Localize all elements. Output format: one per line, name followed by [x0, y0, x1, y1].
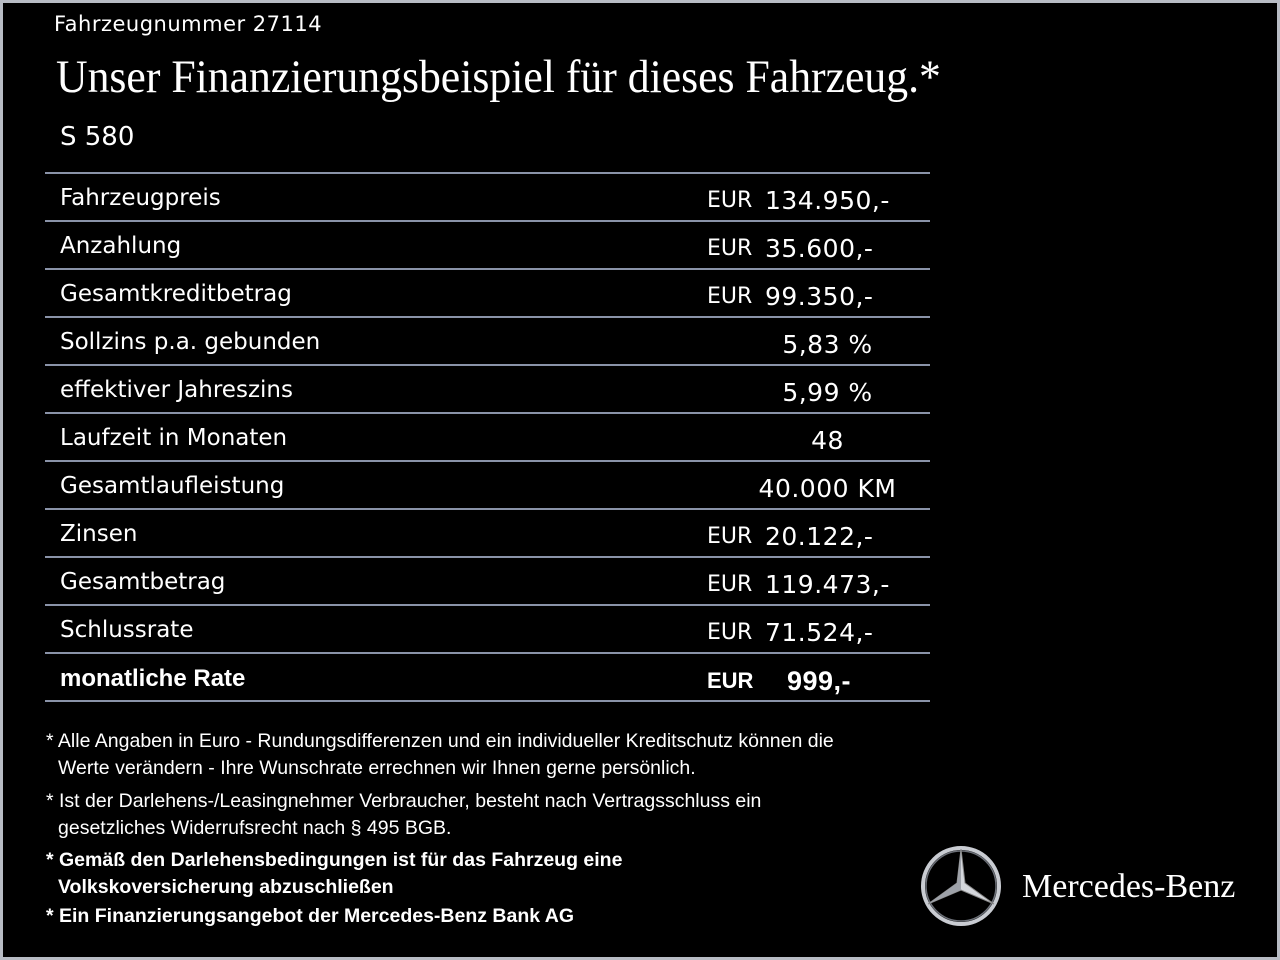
table-row: Zinsen EUR 20.122,- — [45, 510, 930, 558]
row-amount: 99.350,- — [765, 282, 874, 311]
table-row: Anzahlung EUR 35.600,- — [45, 222, 930, 270]
row-currency: EUR — [707, 524, 753, 549]
row-amount: 48 — [811, 426, 844, 455]
row-amount: 40.000 KM — [758, 474, 897, 503]
row-label: Anzahlung — [60, 233, 182, 259]
footnote-line: gesetzliches Widerrufsrecht nach § 495 B… — [58, 817, 452, 839]
row-amount: 71.524,- — [765, 618, 874, 647]
row-amount: 134.950,- — [765, 186, 890, 215]
row-amount: 119.473,- — [765, 570, 890, 599]
row-label: Fahrzeugpreis — [60, 185, 221, 211]
row-currency: EUR — [707, 668, 754, 693]
row-amount: 20.122,- — [765, 522, 874, 551]
row-label: Zinsen — [60, 521, 138, 547]
footnote: * Gemäß den Darlehensbedingungen ist für… — [46, 847, 622, 901]
table-row: Gesamtbetrag EUR 119.473,- — [45, 558, 930, 606]
table-row: Schlussrate EUR 71.524,- — [45, 606, 930, 654]
footnote: * Ist der Darlehens-/Leasingnehmer Verbr… — [46, 788, 761, 842]
row-currency: EUR — [707, 284, 753, 309]
row-label: monatliche Rate — [60, 665, 246, 692]
row-label: Gesamtbetrag — [60, 569, 226, 595]
row-label: Sollzins p.a. gebunden — [60, 329, 321, 355]
title: Unser Finanzierungsbeispiel für dieses F… — [56, 51, 941, 103]
brand-name: Mercedes-Benz — [1022, 868, 1236, 905]
table-row: Fahrzeugpreis EUR 134.950,- — [45, 174, 930, 222]
row-label: Schlussrate — [60, 617, 194, 643]
row-currency: EUR — [707, 620, 753, 645]
footnote-line: Volkskoversicherung abzuschließen — [58, 876, 394, 898]
row-label: Gesamtkreditbetrag — [60, 281, 292, 307]
row-amount: 35.600,- — [765, 234, 874, 263]
table-row: effektiver Jahreszins 5,99 % — [45, 366, 930, 414]
row-amount: 999,- — [787, 666, 852, 696]
table-row: Gesamtkreditbetrag EUR 99.350,- — [45, 270, 930, 318]
table-row: Laufzeit in Monaten 48 — [45, 414, 930, 462]
footnote-line: * Gemäß den Darlehensbedingungen ist für… — [46, 849, 623, 871]
model: S 580 — [60, 122, 135, 152]
footnote-line: * Ist der Darlehens-/Leasingnehmer Verbr… — [46, 790, 762, 812]
table-row: Sollzins p.a. gebunden 5,83 % — [45, 318, 930, 366]
row-currency: EUR — [707, 188, 753, 213]
table-row: monatliche Rate EUR 999,- — [45, 654, 930, 702]
footnote: * Ein Finanzierungsangebot der Mercedes-… — [46, 903, 574, 930]
row-label: Laufzeit in Monaten — [60, 425, 288, 451]
footnote-line: * Ein Finanzierungsangebot der Mercedes-… — [46, 905, 575, 927]
row-amount: 5,99 % — [782, 378, 873, 407]
table-row: Gesamtlaufleistung 40.000 KM — [45, 462, 930, 510]
footnote: * Alle Angaben in Euro - Rundungsdiffere… — [46, 728, 834, 782]
row-currency: EUR — [707, 236, 753, 261]
row-currency: EUR — [707, 572, 753, 597]
footnote-line: * Alle Angaben in Euro - Rundungsdiffere… — [46, 730, 834, 752]
vehicle-number: Fahrzeugnummer 27114 — [54, 12, 323, 36]
brand-logo — [921, 846, 1001, 926]
row-label: Gesamtlaufleistung — [60, 473, 285, 499]
row-amount: 5,83 % — [782, 330, 873, 359]
footnote-line: Werte verändern - Ihre Wunschrate errech… — [58, 757, 696, 779]
table-top-line — [45, 172, 930, 174]
row-label: effektiver Jahreszins — [60, 377, 293, 403]
